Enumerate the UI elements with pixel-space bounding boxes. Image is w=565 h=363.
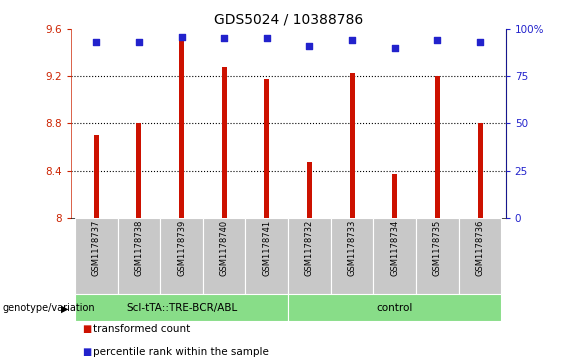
Bar (416, 218, 459, 294)
Bar (392, 174, 397, 218)
Bar (94, 135, 99, 218)
Bar (118, 218, 160, 294)
Text: GSM1178733: GSM1178733 (347, 220, 357, 277)
Bar (160, 218, 203, 294)
Text: GSM1178739: GSM1178739 (177, 220, 186, 276)
Text: percentile rank within the sample: percentile rank within the sample (93, 347, 269, 357)
Title: GDS5024 / 10388786: GDS5024 / 10388786 (214, 12, 363, 26)
Bar (435, 76, 440, 218)
Text: GSM1178736: GSM1178736 (476, 220, 485, 277)
Point (134, 39, 144, 45)
Bar (203, 218, 246, 294)
Point (177, 34, 186, 40)
Point (220, 36, 229, 41)
Bar (477, 123, 483, 218)
Bar (75, 294, 288, 321)
Point (262, 36, 271, 41)
Bar (264, 78, 270, 218)
Bar (75, 218, 118, 294)
Bar (246, 218, 288, 294)
Point (476, 39, 485, 45)
Text: control: control (377, 303, 413, 313)
Text: GSM1178738: GSM1178738 (134, 220, 144, 277)
Text: GSM1178732: GSM1178732 (305, 220, 314, 276)
Text: ▶: ▶ (61, 303, 68, 314)
Text: genotype/variation: genotype/variation (3, 303, 95, 313)
Point (92, 39, 101, 45)
Bar (179, 35, 184, 218)
Text: GSM1178741: GSM1178741 (262, 220, 271, 276)
Bar (288, 218, 331, 294)
Bar (307, 162, 312, 218)
Text: ScI-tTA::TRE-BCR/ABL: ScI-tTA::TRE-BCR/ABL (126, 303, 237, 313)
Bar (221, 67, 227, 218)
Bar (288, 294, 501, 321)
Text: GSM1178735: GSM1178735 (433, 220, 442, 276)
Bar (459, 218, 501, 294)
Text: GSM1178737: GSM1178737 (92, 220, 101, 277)
Point (390, 45, 399, 51)
Text: transformed count: transformed count (93, 323, 190, 334)
Text: ■: ■ (82, 323, 91, 334)
Point (305, 43, 314, 49)
Text: GSM1178734: GSM1178734 (390, 220, 399, 276)
Bar (136, 123, 141, 218)
Point (347, 37, 357, 43)
Text: ■: ■ (82, 347, 91, 357)
Bar (350, 73, 355, 218)
Bar (331, 218, 373, 294)
Point (433, 37, 442, 43)
Text: GSM1178740: GSM1178740 (220, 220, 229, 276)
Bar (373, 218, 416, 294)
